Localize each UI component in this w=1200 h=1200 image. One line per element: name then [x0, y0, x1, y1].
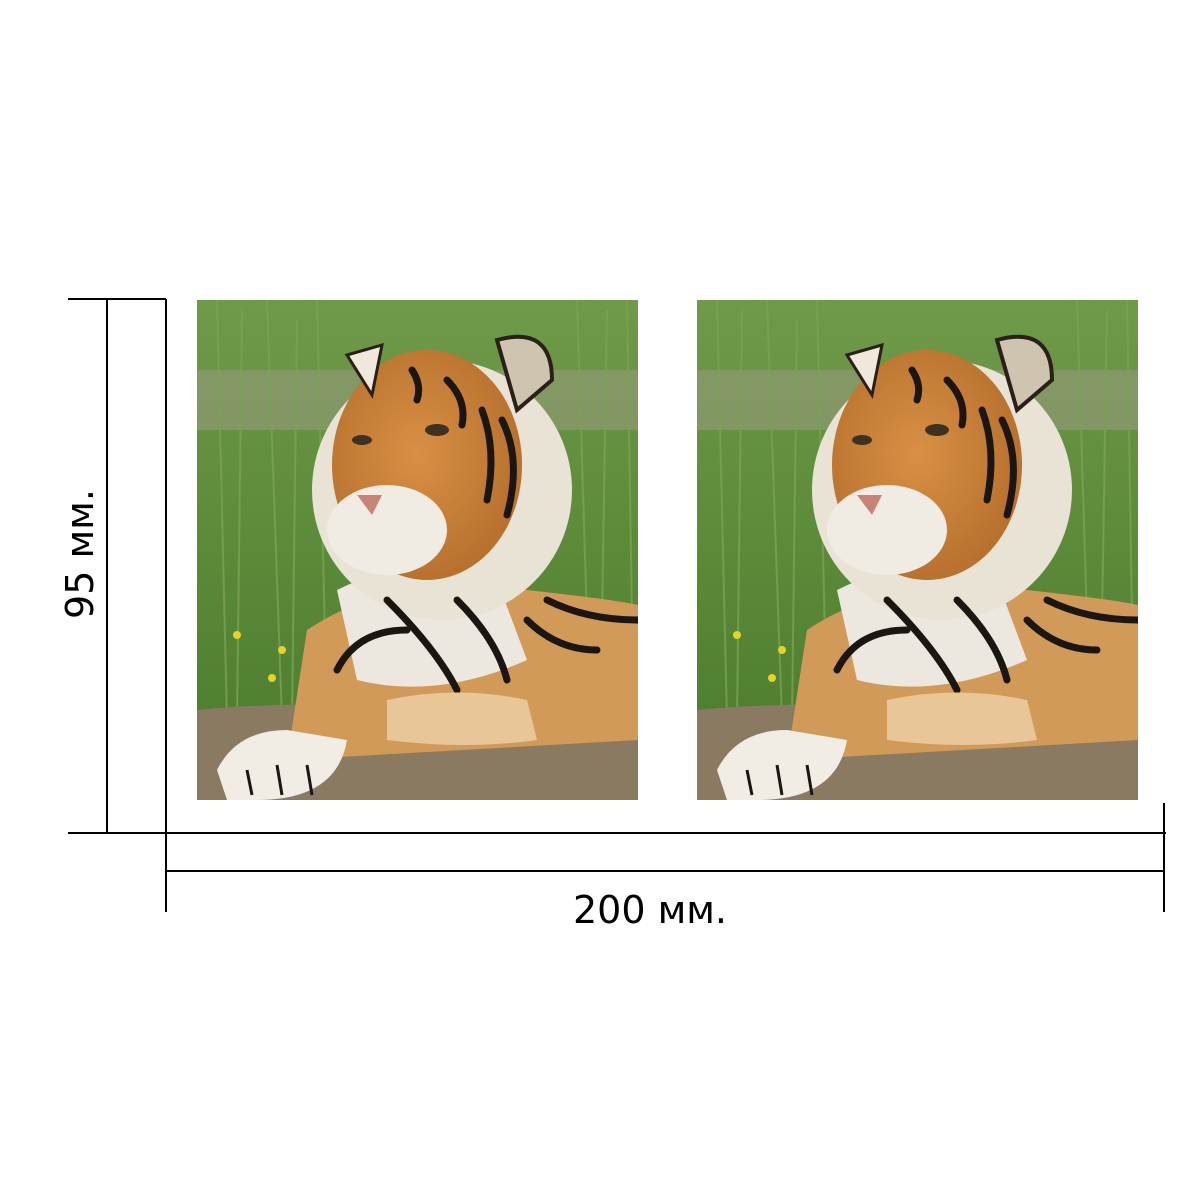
- right-tiger-panel: [697, 300, 1138, 800]
- width-dimension-label: 200 мм.: [572, 888, 728, 932]
- tiger-photo: [697, 300, 1138, 800]
- height-dimension-label: 95 мм.: [58, 489, 102, 619]
- left-tiger-panel: [197, 300, 638, 800]
- tiger-photo: [197, 300, 638, 800]
